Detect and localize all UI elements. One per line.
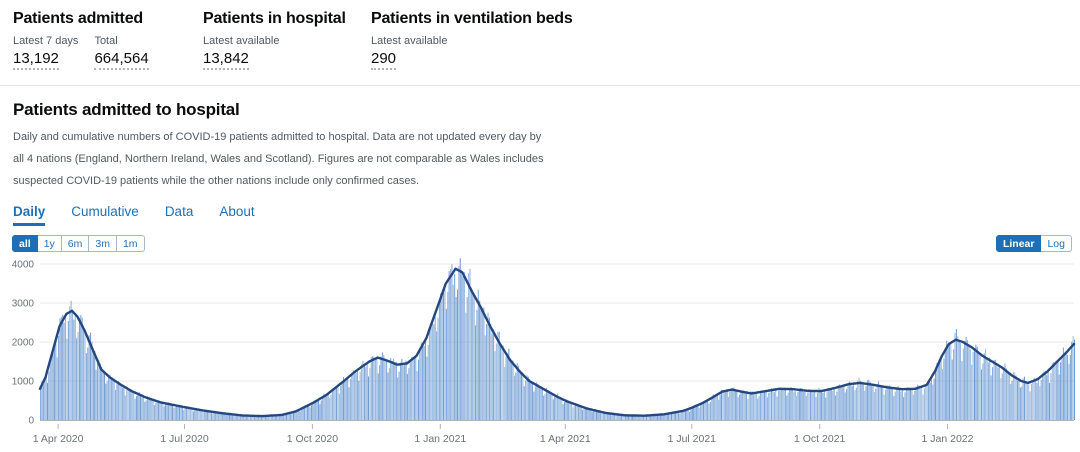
svg-text:1000: 1000: [12, 377, 35, 388]
svg-text:3000: 3000: [12, 299, 35, 310]
svg-text:1 Apr 2021: 1 Apr 2021: [540, 433, 591, 445]
svg-text:2000: 2000: [12, 338, 35, 349]
stat-title: Patients admitted: [13, 10, 143, 27]
svg-text:1 Jan 2022: 1 Jan 2022: [922, 433, 974, 445]
range-button-all[interactable]: all: [12, 235, 38, 252]
scale-toggle: Linear Log: [995, 235, 1072, 252]
metric-value[interactable]: 13,192: [13, 50, 59, 70]
metric-latest-available: Latest available 13,842: [203, 35, 279, 70]
metric-label: Total: [94, 35, 118, 47]
svg-text:1 Apr 2020: 1 Apr 2020: [33, 433, 84, 445]
stat-title: Patients in ventilation beds: [371, 10, 573, 27]
stat-card-patients-in-ventilation-beds: Patients in ventilation beds Latest avai…: [371, 10, 573, 70]
stat-title: Patients in hospital: [203, 10, 346, 27]
tab-about[interactable]: About: [219, 204, 255, 219]
metric-label: Latest available: [203, 35, 280, 47]
range-button-3m[interactable]: 3m: [88, 235, 117, 252]
metric-value[interactable]: 664,564: [94, 50, 149, 70]
page-title: Patients admitted to hospital: [13, 100, 240, 119]
metric-label: Latest available: [371, 35, 448, 47]
svg-text:1 Jan 2021: 1 Jan 2021: [414, 433, 466, 445]
range-button-1y[interactable]: 1y: [36, 235, 62, 252]
svg-text:0: 0: [28, 416, 34, 427]
stat-card-patients-admitted: Patients admitted Latest 7 days 13,192 T…: [13, 10, 203, 70]
scale-button-log[interactable]: Log: [1040, 235, 1072, 252]
tab-data[interactable]: Data: [164, 204, 194, 219]
metric-value[interactable]: 290: [371, 50, 397, 70]
svg-text:1 Jul 2020: 1 Jul 2020: [160, 433, 209, 445]
section-description: Daily and cumulative numbers of COVID-19…: [13, 131, 544, 187]
headline-stats: Patients admitted Latest 7 days 13,192 T…: [0, 0, 1080, 70]
stat-card-patients-in-hospital: Patients in hospital Latest available 13…: [203, 10, 371, 70]
svg-text:4000: 4000: [12, 260, 35, 271]
chart-tabs: Daily Cumulative Data About: [0, 192, 1080, 226]
metric-label: Latest 7 days: [13, 35, 79, 47]
metric-total: Total 664,564: [94, 35, 149, 70]
range-button-1m[interactable]: 1m: [115, 235, 145, 252]
metric-latest-available: Latest available 290: [371, 35, 447, 70]
svg-text:1 Oct 2020: 1 Oct 2020: [287, 433, 339, 445]
tab-cumulative[interactable]: Cumulative: [71, 204, 139, 219]
svg-text:1 Oct 2021: 1 Oct 2021: [794, 433, 846, 445]
chart-controls: all 1y 6m 3m 1m Linear Log: [0, 226, 1080, 252]
scale-button-linear[interactable]: Linear: [995, 235, 1042, 252]
svg-text:1 Jul 2021: 1 Jul 2021: [668, 433, 717, 445]
metric-latest-7-days: Latest 7 days 13,192: [13, 35, 78, 70]
range-button-6m[interactable]: 6m: [60, 235, 90, 252]
admissions-chart[interactable]: 0 1000 2000 3000 4000 1 Apr 2020 1 Jul 2020 1 O…: [0, 254, 1080, 452]
divider: [0, 85, 1080, 86]
tab-daily[interactable]: Daily: [13, 204, 46, 226]
time-range-buttons: all 1y 6m 3m 1m: [12, 235, 145, 252]
metric-value[interactable]: 13,842: [203, 50, 249, 70]
